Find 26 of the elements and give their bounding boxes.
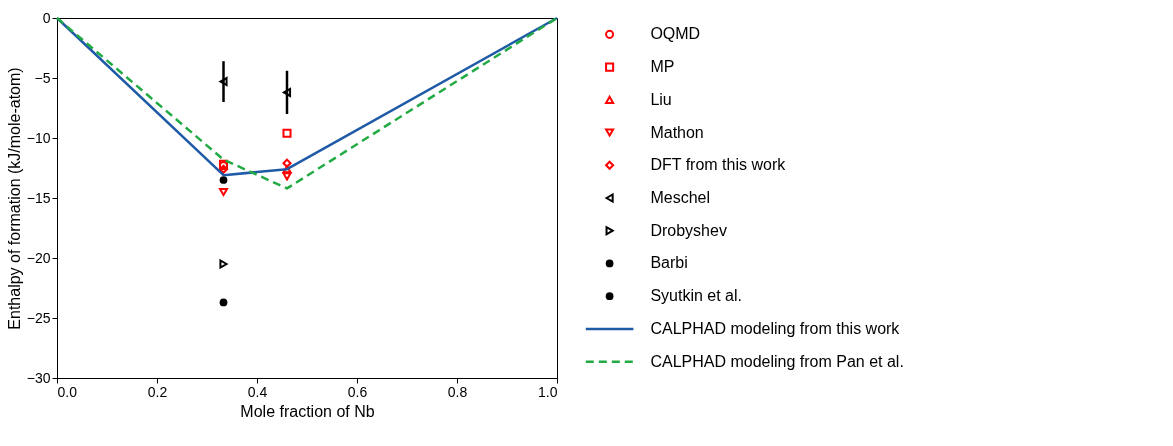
- legend-label: Meschel: [650, 189, 710, 206]
- x-tick-label: 0.6: [347, 383, 368, 400]
- legend-label: CALPHAD modeling from this work: [650, 319, 901, 337]
- legend-label: OQMD: [650, 25, 701, 43]
- y-axis-title: Enthalpy of formation (kJ/mole-atom): [5, 67, 23, 330]
- legend-label: Liu: [650, 90, 672, 108]
- x-axis-title: Mole fraction of Nb: [240, 402, 375, 420]
- y-tick-label: −5: [34, 69, 51, 86]
- legend-label: CALPHAD modeling from Pan et al.: [650, 352, 904, 370]
- y-tick-label: −25: [26, 309, 51, 326]
- y-tick-label: −20: [26, 249, 51, 266]
- x-tick-label: 0.0: [57, 383, 78, 400]
- x-tick-label: 0.2: [147, 383, 168, 400]
- legend-label: Drobyshev: [650, 221, 727, 239]
- x-tick-label: 0.4: [247, 383, 268, 400]
- y-tick-label: −15: [26, 189, 51, 206]
- x-tick-label: 1.0: [538, 383, 558, 400]
- legend-label: Syutkin et al.: [650, 287, 743, 305]
- legend-label: Barbi: [650, 254, 688, 272]
- legend-label: MP: [650, 58, 675, 76]
- legend-label: DFT from this work: [650, 156, 787, 174]
- y-tick-label: 0: [42, 9, 51, 26]
- y-tick-label: −10: [26, 129, 51, 146]
- y-tick-label: −30: [26, 369, 51, 386]
- x-tick-label: 0.8: [447, 383, 468, 400]
- legend-label: Mathon: [650, 123, 704, 141]
